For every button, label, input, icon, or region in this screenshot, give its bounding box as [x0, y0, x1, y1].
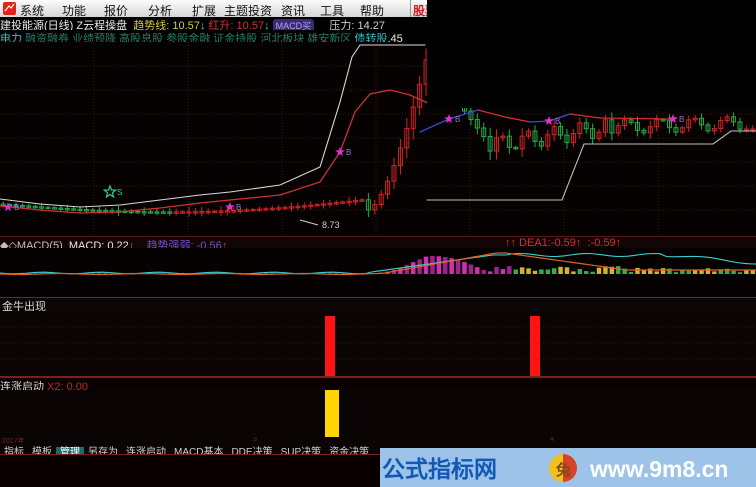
svg-text:公式指标网: 公式指标网: [382, 456, 497, 482]
svg-text:B: B: [236, 203, 241, 212]
svg-text:B: B: [679, 115, 684, 124]
svg-text:B: B: [14, 203, 19, 212]
svg-text:兔: 兔: [555, 461, 571, 479]
svg-text:B: B: [455, 115, 460, 124]
svg-text:S: S: [117, 188, 122, 197]
svg-text:www.9m8.cn: www.9m8.cn: [589, 456, 728, 482]
svg-text:B: B: [555, 117, 560, 126]
svg-text:8.73: 8.73: [322, 220, 340, 230]
svg-text:B: B: [346, 148, 351, 157]
